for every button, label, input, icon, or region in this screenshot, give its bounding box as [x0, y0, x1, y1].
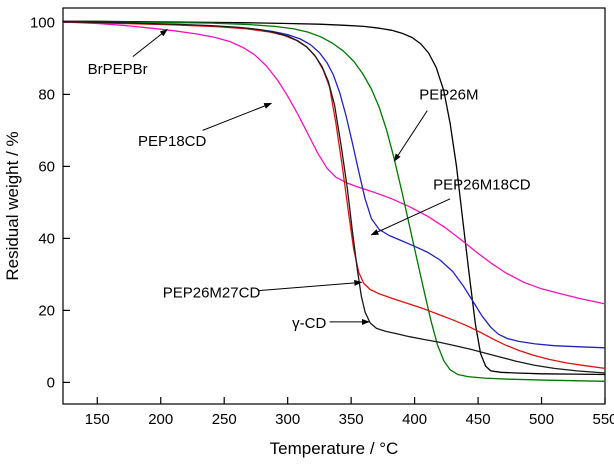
- annotation-arrow: [258, 279, 363, 292]
- annotation-arrow: [202, 102, 273, 131]
- x-tick-label: 400: [402, 411, 427, 428]
- x-tick-label: 500: [529, 411, 554, 428]
- series-PEP26M18CD: [62, 21, 606, 349]
- x-tick-label: 300: [275, 411, 300, 428]
- series-PEP18CD: [62, 21, 606, 305]
- x-axis: 150 200 250 300 350 400 450 500 550: [85, 397, 614, 428]
- annotation-label: PEP26M: [419, 86, 478, 103]
- annotation-arrow: [132, 28, 168, 57]
- y-tick-label: 80: [38, 86, 55, 103]
- x-axis-title: Temperature / °C: [270, 439, 399, 458]
- y-tick-label: 40: [38, 230, 55, 247]
- x-tick-label: 550: [592, 411, 614, 428]
- y-tick-label: 20: [38, 302, 55, 319]
- annotation-arrow: [370, 198, 451, 236]
- annotation-label: BrPEPBr: [88, 61, 148, 78]
- y-tick-label: 100: [30, 14, 55, 31]
- x-tick-label: 250: [212, 411, 237, 428]
- annotations: BrPEPBr PEP18CD PEP26M PEP26M18CD PEP26M27CD…: [88, 28, 531, 332]
- annotation-label: PEP18CD: [138, 133, 207, 150]
- series-PEP26M: [62, 21, 606, 382]
- annotation-label: γ-CD: [292, 315, 326, 332]
- x-tick-label: 200: [148, 411, 173, 428]
- annotation-label: PEP26M18CD: [433, 176, 531, 193]
- series-BrPEPBr: [62, 20, 606, 376]
- y-axis-title: Residual weight / %: [3, 131, 22, 280]
- x-tick-label: 450: [466, 411, 491, 428]
- plot-frame: [62, 7, 606, 405]
- annotation-arrow: [393, 110, 428, 162]
- x-tick-label: 350: [339, 411, 364, 428]
- y-tick-label: 0: [47, 374, 55, 391]
- x-tick-label: 150: [85, 411, 110, 428]
- annotation-label: PEP26M27CD: [163, 284, 261, 301]
- y-axis: 0 20 40 60 80 100: [30, 14, 70, 391]
- y-tick-label: 60: [38, 158, 55, 175]
